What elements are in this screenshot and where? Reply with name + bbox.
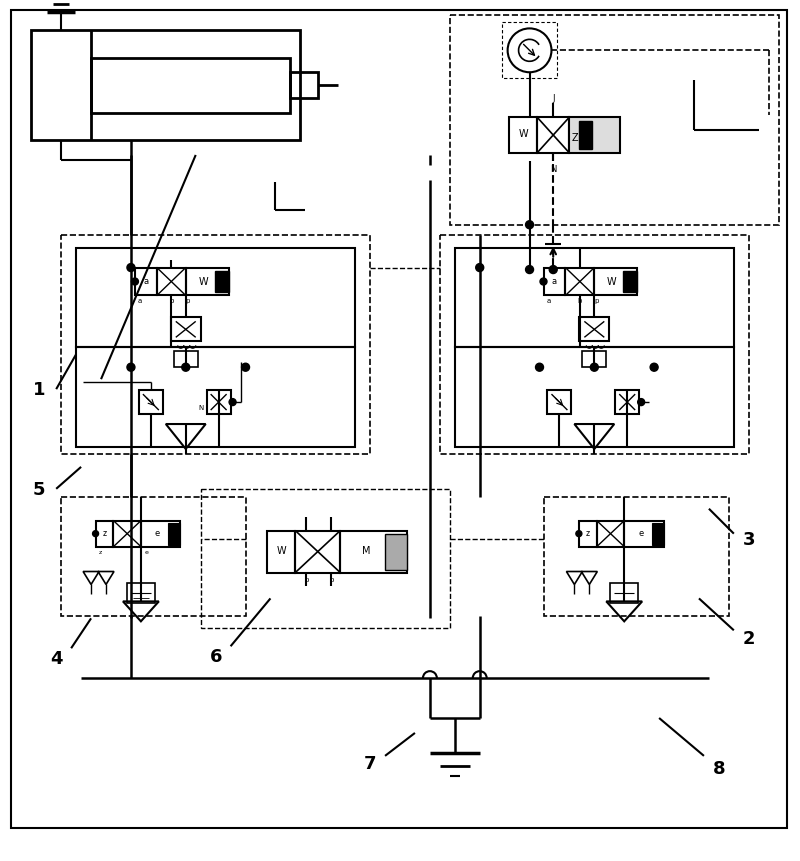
Circle shape <box>127 264 135 272</box>
Text: b: b <box>329 577 334 583</box>
Text: p: p <box>186 298 190 304</box>
Bar <box>502 23 558 79</box>
Bar <box>170 318 201 342</box>
Text: 1: 1 <box>33 381 46 399</box>
Bar <box>290 73 318 99</box>
Bar <box>76 248 355 348</box>
Bar <box>340 531 407 573</box>
Bar <box>214 271 229 293</box>
Text: Z: Z <box>572 133 578 143</box>
Bar <box>624 521 663 547</box>
Bar <box>76 348 355 448</box>
Bar <box>440 235 749 455</box>
Text: M: M <box>362 545 371 555</box>
Circle shape <box>476 264 484 272</box>
Text: b: b <box>578 298 582 304</box>
Bar <box>537 118 570 154</box>
Bar <box>174 352 198 368</box>
Circle shape <box>93 531 98 537</box>
Bar <box>623 271 637 293</box>
Text: a: a <box>552 276 557 286</box>
Bar <box>615 391 639 415</box>
Circle shape <box>182 364 190 372</box>
Bar <box>509 118 537 154</box>
Text: N: N <box>198 405 203 411</box>
Text: N: N <box>550 165 557 174</box>
Circle shape <box>540 279 547 286</box>
Bar <box>566 269 594 296</box>
Text: p: p <box>304 577 308 583</box>
Bar <box>135 269 157 296</box>
Text: W: W <box>518 129 528 139</box>
Bar <box>450 16 778 226</box>
Bar <box>61 497 246 616</box>
Bar <box>295 531 340 573</box>
Bar <box>597 521 624 547</box>
Bar <box>61 235 370 455</box>
Text: p: p <box>594 298 598 304</box>
Bar <box>168 523 180 545</box>
Circle shape <box>526 221 534 229</box>
Bar <box>579 318 610 342</box>
Bar <box>579 122 592 150</box>
Text: W: W <box>607 276 617 286</box>
Text: z: z <box>99 549 102 554</box>
Bar <box>186 269 229 296</box>
Bar <box>610 584 638 604</box>
Bar <box>545 497 729 616</box>
Text: a: a <box>138 298 142 304</box>
Text: J: J <box>552 94 554 102</box>
Text: W: W <box>277 545 286 555</box>
Circle shape <box>229 400 236 406</box>
Text: e: e <box>145 549 148 554</box>
Bar <box>157 269 186 296</box>
Bar <box>114 521 141 547</box>
Text: e: e <box>155 529 160 537</box>
Circle shape <box>526 266 534 274</box>
Text: z: z <box>102 529 106 537</box>
Text: a: a <box>546 298 550 304</box>
Circle shape <box>638 400 645 406</box>
Text: 5: 5 <box>33 480 46 499</box>
Bar <box>594 269 637 296</box>
Bar <box>652 523 663 545</box>
Bar <box>201 489 450 629</box>
Circle shape <box>650 364 658 372</box>
Bar <box>139 391 163 415</box>
Bar <box>91 59 290 114</box>
Circle shape <box>550 266 558 274</box>
Bar <box>547 391 571 415</box>
Bar <box>127 584 155 604</box>
Text: 7: 7 <box>364 754 376 772</box>
Text: b: b <box>169 298 174 304</box>
Text: W: W <box>198 276 208 286</box>
Text: 8: 8 <box>713 759 726 777</box>
Circle shape <box>242 364 250 372</box>
Circle shape <box>590 364 598 372</box>
Bar <box>206 391 230 415</box>
Circle shape <box>127 364 135 372</box>
Bar <box>455 348 734 448</box>
Circle shape <box>535 364 543 372</box>
Bar <box>579 521 597 547</box>
Text: 2: 2 <box>742 629 755 647</box>
Circle shape <box>576 531 582 537</box>
Circle shape <box>131 279 138 286</box>
Text: e: e <box>638 529 643 537</box>
Bar <box>570 118 620 154</box>
Text: 6: 6 <box>210 647 222 666</box>
Bar <box>455 248 734 348</box>
Text: z: z <box>586 529 590 537</box>
Text: a: a <box>143 276 149 286</box>
Bar <box>543 269 566 296</box>
Bar <box>141 521 180 547</box>
Bar <box>582 352 606 368</box>
Text: 3: 3 <box>742 530 755 548</box>
Bar <box>31 31 300 141</box>
Bar <box>385 534 407 570</box>
Text: 4: 4 <box>50 649 62 667</box>
Bar <box>267 531 295 573</box>
Bar <box>95 521 114 547</box>
